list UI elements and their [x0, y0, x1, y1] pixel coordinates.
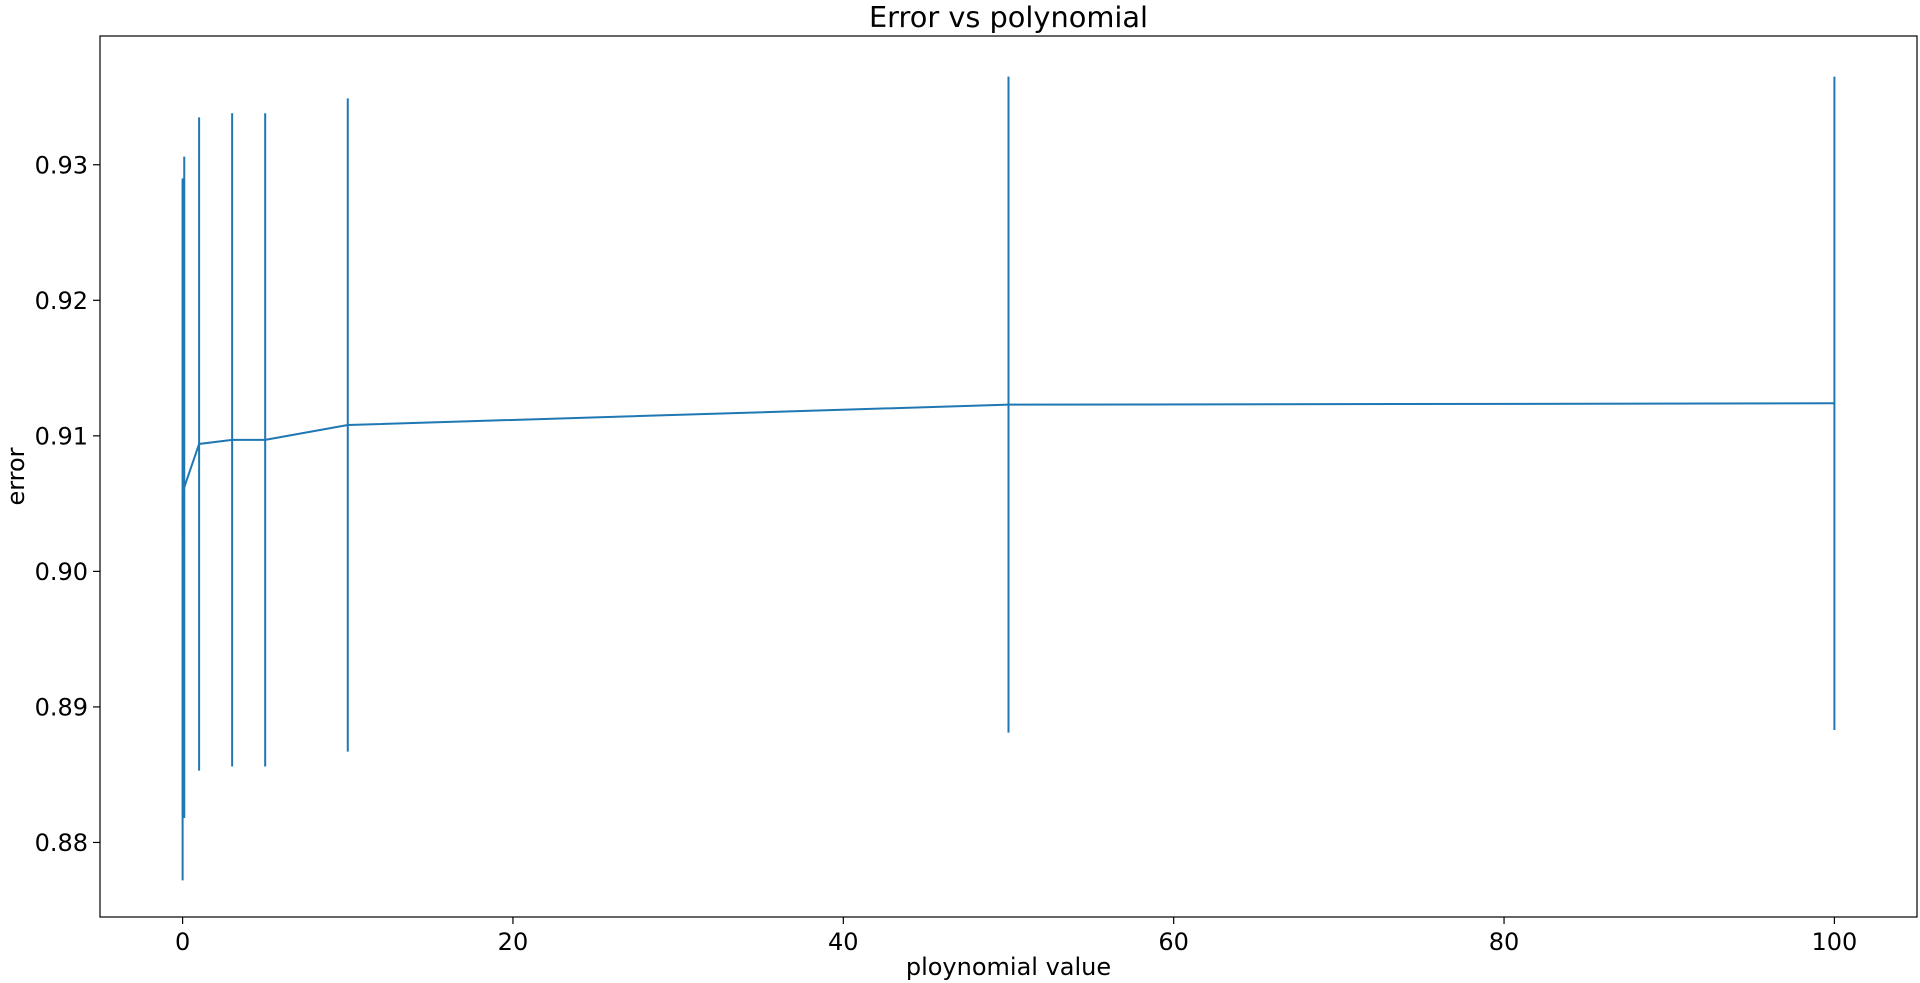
y-tick-label: 0.93: [35, 151, 88, 179]
x-tick-label: 80: [1489, 928, 1520, 956]
plot-frame: [99, 35, 1918, 918]
y-axis-label: error: [2, 447, 30, 505]
x-tick-label: 100: [1812, 928, 1858, 956]
x-tick-label: 40: [828, 928, 859, 956]
y-tick-label: 0.91: [35, 422, 88, 450]
y-tick-label: 0.89: [35, 693, 88, 721]
x-tick-label: 20: [498, 928, 529, 956]
chart-title: Error vs polynomial: [869, 0, 1148, 34]
y-tick-label: 0.88: [35, 829, 88, 857]
y-tick-label: 0.92: [35, 287, 88, 315]
x-axis-label: ploynomial value: [906, 953, 1111, 981]
y-tick-label: 0.90: [35, 558, 88, 586]
x-axis: 0 20 40 60 80 100: [175, 917, 1857, 956]
x-tick-label: 60: [1158, 928, 1189, 956]
series-line: [181, 402, 1835, 530]
y-axis: 0.88 0.89 0.90 0.91 0.92 0.93: [35, 151, 100, 857]
x-tick-label: 0: [175, 928, 190, 956]
